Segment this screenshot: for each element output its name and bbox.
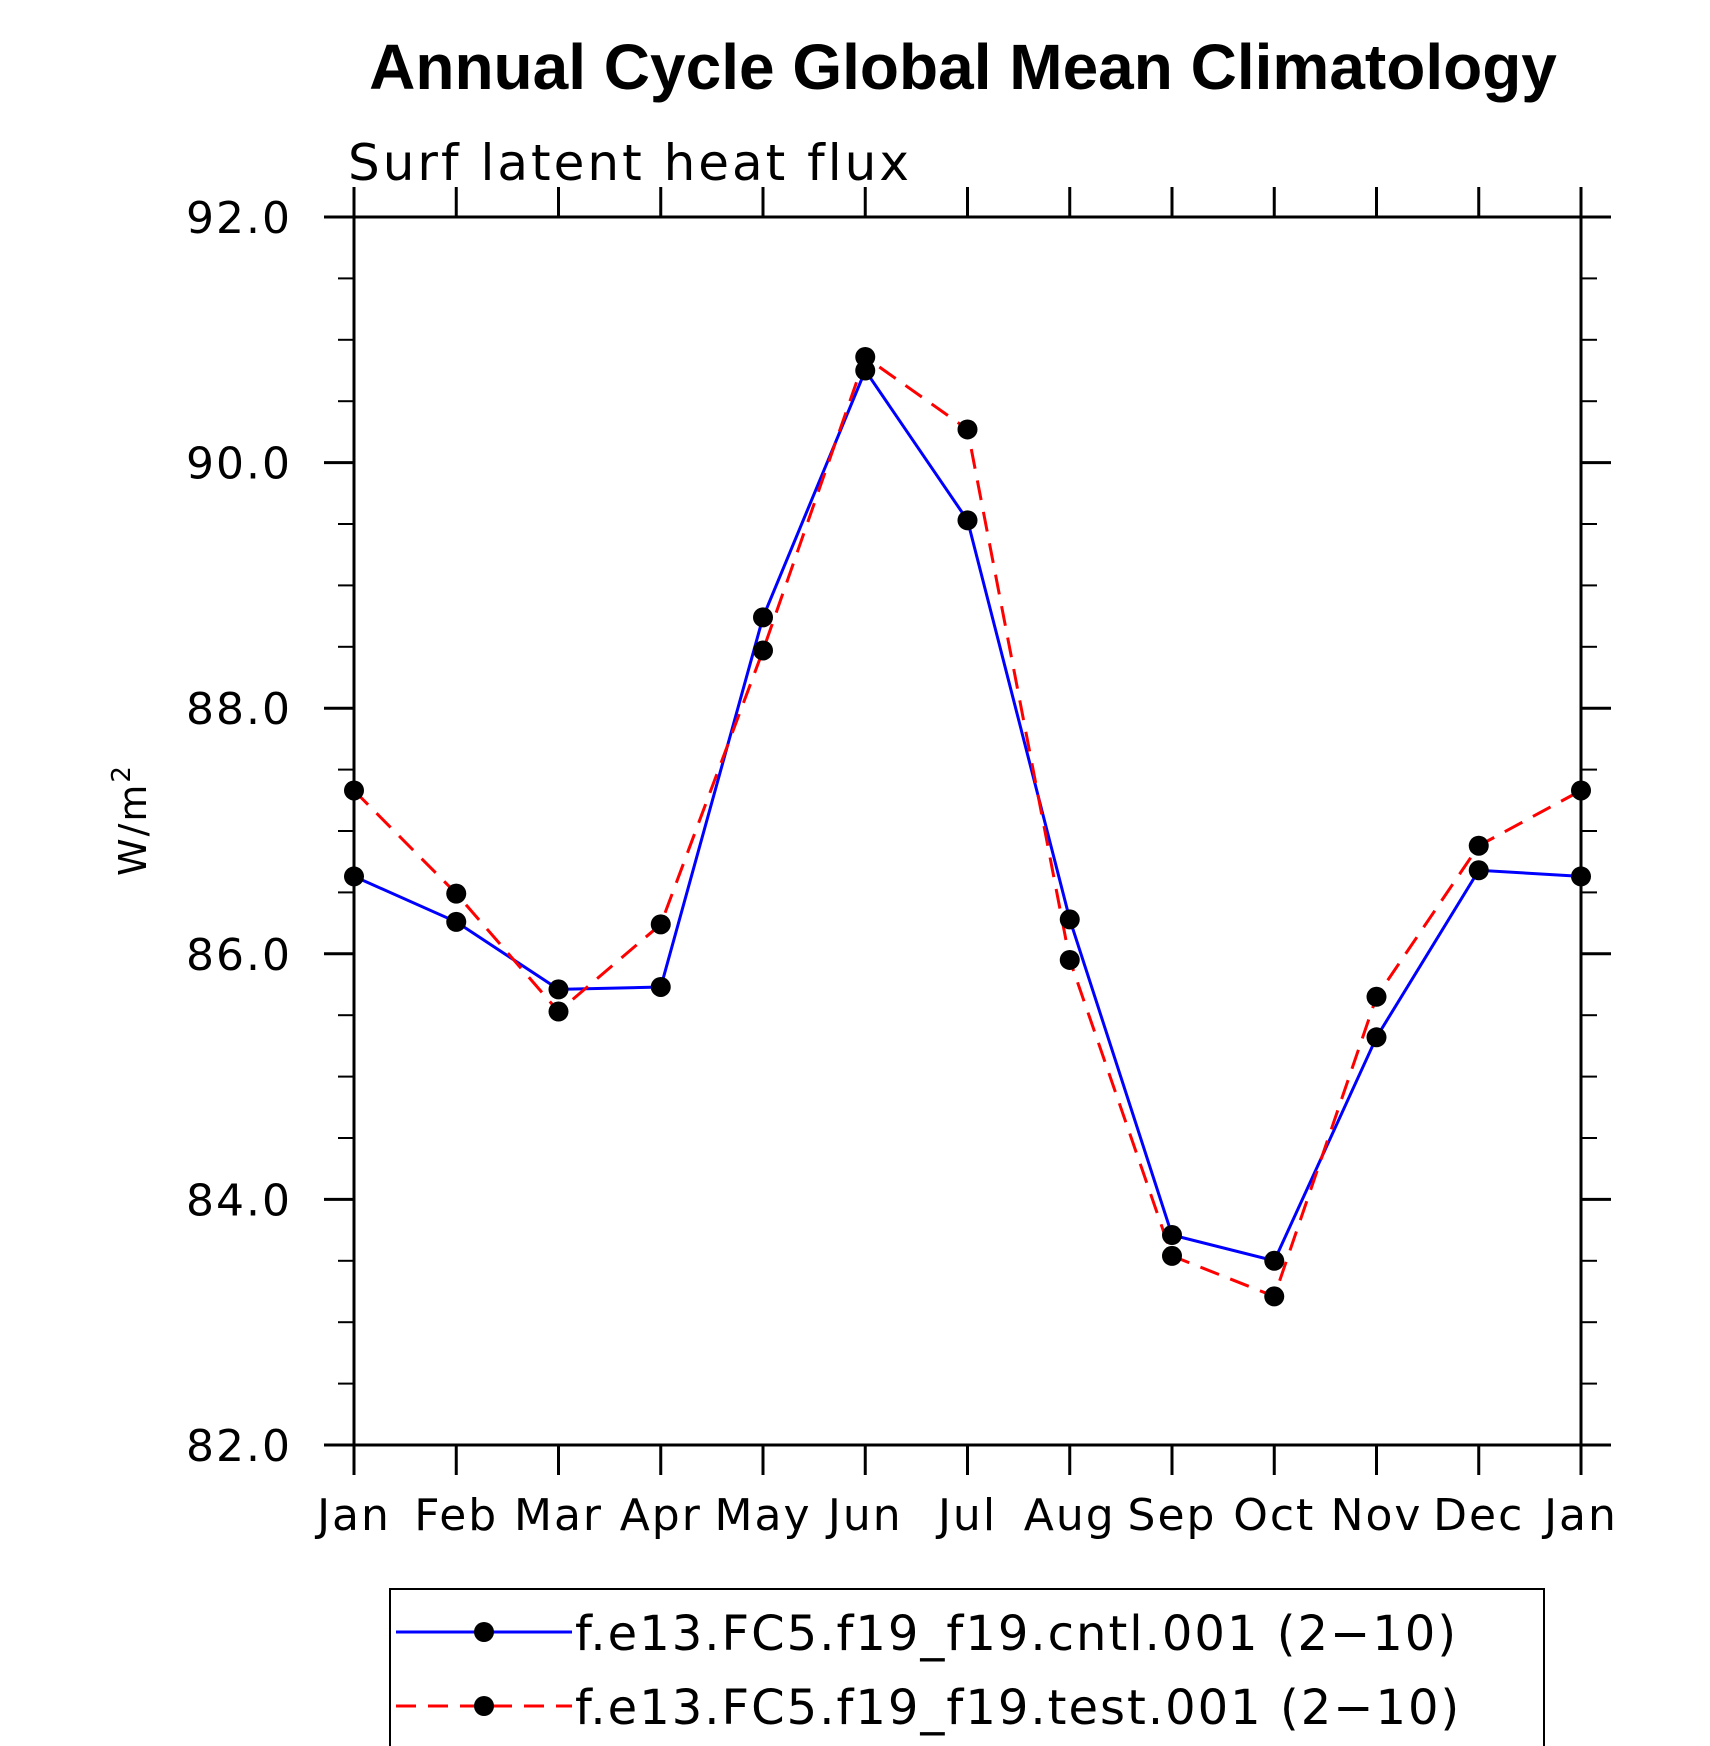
data-point-series-1: [753, 640, 773, 661]
data-point-series-0: [957, 510, 978, 531]
legend-marker-cntl: [474, 1622, 494, 1642]
legend-marker-test: [474, 1696, 494, 1716]
legend: f.e13.FC5.f19_f19.cntl.001 (2−10) f.e13.…: [389, 1588, 1545, 1746]
axis-ticks: [324, 187, 1611, 1475]
data-point-series-0: [650, 976, 671, 997]
data-point-series-1: [650, 914, 671, 935]
data-point-series-1: [1366, 986, 1387, 1007]
x-tick-labels: Jan Feb Mar Apr May Jun Jul Aug Sep Oct Nov Dec Jan: [314, 1490, 1618, 1541]
x-tick-label: Jan: [1541, 1490, 1618, 1541]
x-tick-label: Apr: [620, 1490, 702, 1541]
data-point-series-1: [446, 883, 467, 904]
x-tick-label: Jun: [825, 1490, 903, 1541]
legend-box: [389, 1588, 1545, 1746]
x-tick-label: Aug: [1024, 1490, 1116, 1541]
data-point-series-1: [957, 419, 978, 440]
data-point-series-1: [1162, 1245, 1182, 1266]
data-point-series-0: [753, 607, 773, 628]
series-line-0: [353, 367, 1582, 1263]
y-axis-label-text: W/m: [111, 783, 155, 876]
data-point-series-1: [1059, 949, 1080, 970]
x-tick-label: Oct: [1233, 1490, 1315, 1541]
y-tick-label: 82.0: [186, 1421, 292, 1472]
x-tick-label: Nov: [1331, 1490, 1423, 1541]
data-point-series-1: [855, 346, 876, 367]
data-point-series-0: [1468, 860, 1489, 881]
x-tick-label: Jan: [314, 1490, 391, 1541]
plot-series: [344, 346, 1591, 1307]
data-point-series-0: [446, 911, 467, 932]
data-point-series-0: [1366, 1027, 1387, 1048]
x-tick-label: May: [715, 1490, 812, 1541]
y-axis-label: W/m2: [107, 764, 155, 876]
series-line-1: [352, 354, 1582, 1299]
y-tick-labels: 82.0 84.0 86.0 88.0 90.0 92.0: [186, 193, 292, 1472]
chart-title: Annual Cycle Global Mean Climatology: [369, 31, 1557, 103]
data-point-series-0: [1059, 909, 1080, 930]
x-tick-label: Jul: [935, 1490, 997, 1541]
data-point-series-0: [1264, 1250, 1285, 1271]
x-tick-label: Sep: [1128, 1490, 1217, 1541]
x-tick-label: Feb: [414, 1490, 498, 1541]
data-point-series-1: [1468, 835, 1489, 856]
data-point-series-0: [548, 979, 569, 1000]
y-tick-label: 88.0: [186, 684, 292, 735]
plot-frame: [352, 215, 1583, 1447]
y-tick-label: 86.0: [186, 930, 292, 981]
x-tick-label: Dec: [1433, 1490, 1524, 1541]
y-axis-label-superscript: 2: [107, 764, 137, 783]
legend-label-cntl: f.e13.FC5.f19_f19.cntl.001 (2−10): [575, 1606, 1458, 1662]
x-tick-label: Mar: [514, 1490, 603, 1541]
chart-subtitle: Surf latent heat flux: [348, 134, 912, 192]
data-point-series-1: [548, 1001, 569, 1022]
y-tick-label: 84.0: [186, 1175, 292, 1226]
y-tick-label: 90.0: [186, 439, 292, 490]
data-point-series-1: [1264, 1286, 1285, 1307]
legend-label-test: f.e13.FC5.f19_f19.test.001 (2−10): [575, 1680, 1461, 1736]
y-tick-label: 92.0: [186, 193, 292, 244]
data-point-series-0: [1162, 1225, 1182, 1246]
